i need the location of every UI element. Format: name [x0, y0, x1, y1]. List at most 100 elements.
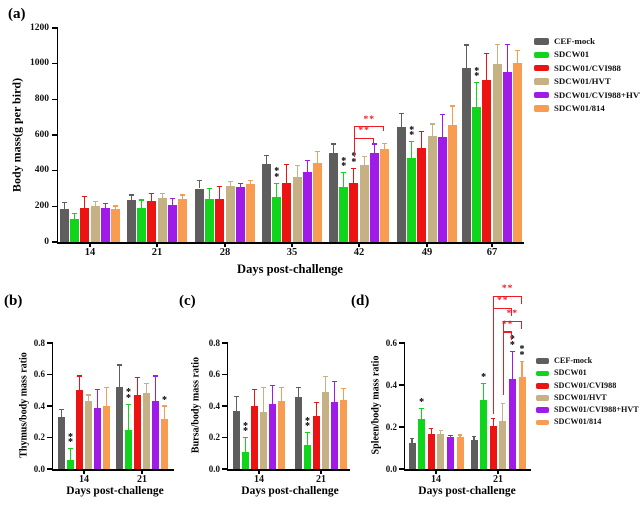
asterisk: *: [409, 130, 415, 142]
y-axis-tick-label: 0.6: [208, 369, 220, 379]
error-bar-cap: [102, 202, 108, 204]
panel-b-label: (b): [4, 293, 23, 309]
error-bar: [229, 181, 231, 186]
legend-item: SDCW01/814: [536, 418, 639, 426]
error-bar: [373, 143, 375, 153]
asterisk: *: [419, 396, 425, 408]
error-bar: [60, 409, 63, 418]
panel-d-x-axis-title: Days post-challenge: [418, 485, 516, 497]
legend-item: SDCW01/814: [534, 104, 640, 113]
error-bar: [96, 389, 99, 409]
bracket-line: [493, 307, 513, 310]
error-bar-cap: [149, 192, 155, 194]
legend-label: SDCW01/CVI988+HVT: [554, 405, 639, 415]
error-bar-cap: [341, 172, 347, 174]
error-bar: [271, 385, 274, 404]
error-bar: [465, 44, 468, 69]
bracket-leg: [511, 331, 513, 340]
error-bar-cap: [371, 143, 377, 145]
bracket-line: [502, 331, 513, 333]
error-bar: [502, 403, 504, 422]
x-axis-tick: [224, 242, 226, 247]
legend-item: SDCW01/CVI988: [536, 381, 639, 390]
asterisk: *: [68, 437, 73, 449]
significance-marks: * *: [124, 388, 133, 403]
significance-marks: * *: [349, 152, 358, 167]
error-bar: [400, 113, 403, 127]
asterisk: *: [509, 334, 515, 346]
bar: [278, 401, 285, 469]
bracket-line: [353, 126, 385, 128]
legend-swatch: [534, 38, 549, 45]
significance-marks: *: [417, 396, 426, 408]
bar: [242, 451, 249, 469]
bracket-line: [502, 320, 522, 323]
y-axis-tick: [399, 468, 405, 470]
legend-swatch: [536, 358, 549, 364]
bar: [480, 400, 488, 469]
x-axis-tick: [89, 242, 91, 247]
bar: [282, 183, 292, 242]
error-bar-cap: [284, 164, 290, 166]
error-bar: [430, 428, 432, 434]
bar: [340, 400, 347, 469]
error-bar-cap: [304, 159, 310, 161]
error-bar: [154, 376, 157, 402]
y-axis-tick-label: 0: [44, 236, 49, 247]
error-bar: [459, 434, 461, 438]
bar: [328, 153, 339, 242]
bracket-significance: **: [497, 296, 509, 307]
bar: [177, 199, 188, 242]
error-bar-cap: [252, 388, 257, 391]
bar: [369, 152, 379, 242]
error-bar-cap: [68, 447, 73, 450]
error-bar-cap: [449, 105, 456, 107]
asterisk: *: [519, 349, 525, 361]
error-bar: [286, 164, 288, 184]
error-bar: [78, 376, 81, 391]
bar: [194, 188, 205, 242]
error-bar-cap: [234, 395, 239, 398]
panel-c-x-axis-title: Days post-challenge: [241, 485, 339, 497]
error-bar-cap: [314, 402, 319, 404]
error-bar: [473, 436, 475, 441]
x-axis-tick-label: 28: [219, 247, 231, 258]
y-axis-tick-label: 0.8: [33, 337, 45, 348]
error-bar: [333, 381, 336, 403]
legend-label: SDCW01/CVI988+HVT: [554, 89, 640, 100]
asterisk: *: [341, 161, 347, 173]
bracket-line: [493, 295, 522, 298]
y-axis-tick: [399, 384, 405, 386]
error-bar-cap: [314, 150, 321, 153]
panel-c-label: (c): [179, 293, 196, 309]
bar: [100, 207, 110, 242]
error-bar: [411, 438, 413, 443]
error-bar-cap: [86, 394, 91, 396]
x-axis-tick-label: 49: [421, 247, 433, 258]
error-bar: [492, 418, 494, 426]
bar: [470, 440, 478, 469]
error-bar: [136, 377, 139, 395]
bar: [456, 437, 464, 469]
legend-item: SDCW01: [534, 50, 640, 59]
error-bar: [130, 194, 133, 200]
y-axis-tick: [399, 426, 405, 428]
error-bar: [332, 143, 335, 154]
bar: [152, 401, 159, 469]
bar: [59, 209, 70, 242]
error-bar-cap: [484, 52, 490, 54]
error-bar: [516, 50, 519, 63]
x-axis-tick: [491, 242, 493, 247]
error-bar-cap: [196, 179, 203, 181]
asterisk: *: [243, 420, 248, 432]
x-axis-tick: [156, 242, 158, 247]
asterisk: *: [162, 394, 167, 406]
error-bar: [104, 203, 106, 208]
x-axis-tick-label: 21: [151, 247, 163, 258]
bar: [157, 197, 167, 242]
asterisk: *: [274, 166, 280, 178]
legend-label: CEF-mock: [554, 356, 593, 365]
y-axis-tick: [47, 405, 53, 407]
legend-label: SDCW01/CVI988: [554, 62, 621, 73]
error-bar: [63, 202, 66, 209]
